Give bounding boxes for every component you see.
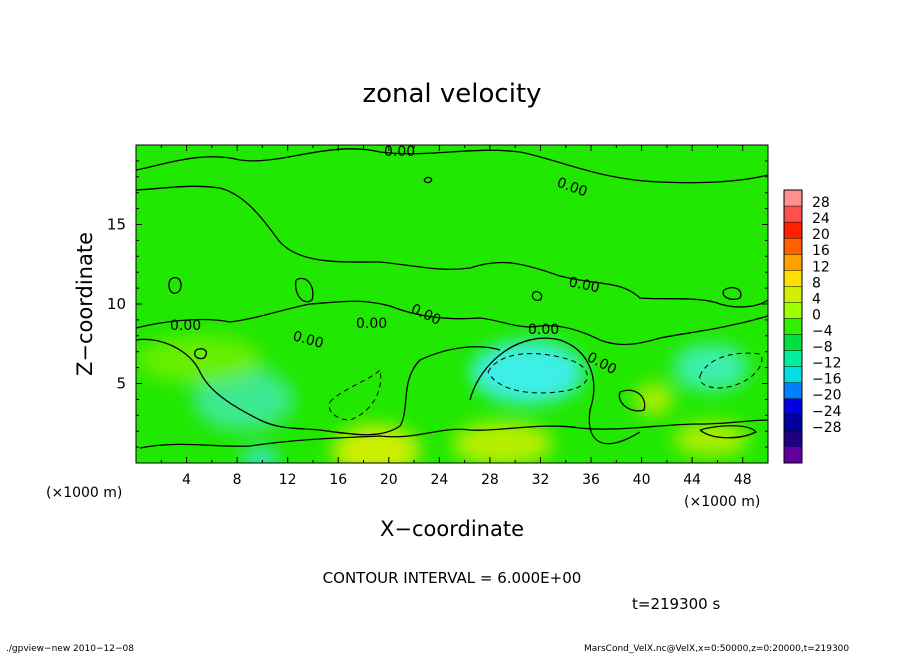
colorbar-label: 4 <box>812 291 821 307</box>
contour-line <box>136 148 768 184</box>
colorbar-label: 20 <box>812 227 830 243</box>
chart-title: zonal velocity <box>362 79 541 109</box>
x-tick-label: 28 <box>481 472 499 488</box>
x-tick-label: 24 <box>430 472 448 488</box>
contour-label: 0.00 <box>356 316 387 332</box>
colorbar-swatch <box>784 206 802 223</box>
x-tick-label: 20 <box>380 472 398 488</box>
colorbar-swatch <box>784 398 802 416</box>
contour-line <box>136 300 768 346</box>
shade-region <box>136 335 263 384</box>
contour-line <box>168 276 182 294</box>
footer-left: ./gpview−new 2010−12−08 <box>6 644 134 654</box>
colorbar-label: 12 <box>812 259 830 275</box>
x-tick-label: 40 <box>633 472 651 488</box>
contour-label: 0.00 <box>170 318 201 334</box>
contour-line <box>136 338 501 436</box>
colorbar <box>783 189 803 464</box>
shade-region <box>673 421 750 457</box>
y-tick-label: 10 <box>107 295 126 313</box>
contour-label: 0.00 <box>528 322 559 338</box>
contour-label: 0.00 <box>567 274 601 296</box>
colorbar-swatch <box>784 446 802 464</box>
colorbar-label: 24 <box>812 211 830 227</box>
contour-interval-text: CONTOUR INTERVAL = 6.000E+00 <box>323 569 582 587</box>
contour-line <box>194 348 208 360</box>
colorbar-label: −28 <box>812 420 842 436</box>
y-tick-label: 15 <box>107 216 126 234</box>
colorbar-frame <box>783 189 803 464</box>
contour-line <box>136 185 768 308</box>
contour-line-negative <box>487 353 588 394</box>
colorbar-swatch <box>784 414 802 432</box>
shade-region <box>452 421 554 463</box>
shade-region <box>673 343 750 392</box>
colorbar-label: −8 <box>812 340 833 356</box>
colorbar-swatch <box>784 302 802 319</box>
colorbar-swatch <box>784 382 802 400</box>
x-tick-label: 4 <box>182 472 191 488</box>
contour-line-negative <box>328 368 382 421</box>
x-tick-label: 36 <box>582 472 600 488</box>
contour-label: 0.00 <box>384 144 415 160</box>
contour-line <box>469 337 641 445</box>
contour-line-negative <box>699 352 763 389</box>
colorbar-swatch <box>784 270 802 287</box>
contour-line <box>618 389 646 412</box>
contour-line <box>531 290 543 302</box>
x-tick-label: 16 <box>329 472 347 488</box>
colorbar-swatch <box>784 190 802 207</box>
plot-area: 0.00 0.00 0.00 0.00 0.00 0.00 0.00 0.00 … <box>136 144 768 463</box>
shade-region <box>331 424 421 463</box>
colorbar-swatch <box>784 254 802 271</box>
x-tick-label: 8 <box>233 472 242 488</box>
colorbar-swatch <box>784 334 802 352</box>
colorbar-swatch <box>784 238 802 255</box>
colorbar-label: −12 <box>812 356 842 372</box>
colorbar-label: −4 <box>812 324 833 340</box>
colorbar-label: 28 <box>812 195 830 211</box>
colorbar-swatch <box>784 286 802 303</box>
footer-right: MarsCond_VelX.nc@VelX,x=0:50000,z=0:2000… <box>584 644 849 654</box>
colorbar-swatch <box>784 366 802 384</box>
x-tick-label: 48 <box>734 472 752 488</box>
x-tick-label: 12 <box>279 472 297 488</box>
x-unit-left: (×1000 m) <box>46 485 122 501</box>
y-tick-label: 5 <box>116 375 126 393</box>
x-unit-right: (×1000 m) <box>684 494 760 510</box>
colorbar-label: −16 <box>812 372 842 388</box>
colorbar-label: 16 <box>812 243 830 259</box>
colorbar-swatch <box>784 318 802 336</box>
shade-region <box>240 448 279 463</box>
contour-line <box>722 286 742 300</box>
colorbar-label: −24 <box>812 404 842 420</box>
y-axis: 5 10 15 <box>107 160 768 448</box>
contour-line <box>139 419 768 449</box>
colorbar-swatch <box>784 430 802 448</box>
x-tick-label: 32 <box>532 472 550 488</box>
colorbar-swatch <box>784 222 802 239</box>
shade-region <box>192 367 294 432</box>
x-axis: 4 8 12 16 20 24 28 32 36 40 44 48 <box>160 145 752 488</box>
contour-label: 0.00 <box>291 328 325 352</box>
colorbar-label: −20 <box>812 388 842 404</box>
y-axis-label: Z−coordinate <box>73 232 97 376</box>
x-axis-label: X−coordinate <box>380 517 524 541</box>
contour-line <box>423 176 433 184</box>
contour-line <box>295 277 314 303</box>
x-tick-label: 44 <box>683 472 701 488</box>
colorbar-label: 0 <box>812 307 821 323</box>
contour-line <box>699 425 757 439</box>
colorbar-label: 8 <box>812 275 821 291</box>
colorbar-swatch <box>784 350 802 368</box>
time-text: t=219300 s <box>632 595 720 613</box>
